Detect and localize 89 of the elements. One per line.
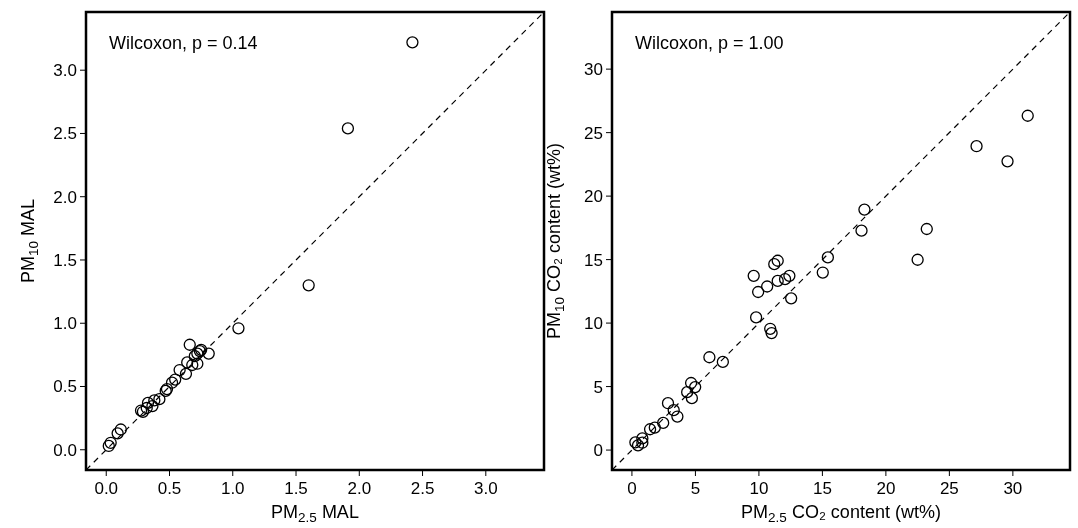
y-tick-label: 1.0	[53, 314, 77, 334]
x-tick-label: 5	[690, 479, 701, 498]
x-tick-label: 25	[939, 479, 959, 498]
point	[816, 266, 829, 279]
point	[703, 351, 716, 364]
point	[752, 285, 765, 299]
x-tick-label: 0	[627, 479, 637, 498]
point	[406, 36, 419, 49]
point	[169, 373, 182, 386]
point	[102, 439, 115, 453]
point	[671, 410, 684, 423]
y-tick-label: 5	[593, 377, 603, 397]
y-tick-label: 1.5	[53, 250, 77, 270]
point	[684, 376, 698, 390]
x-axis-title: PM$_{2.5}$ CO₂ content (wt%)	[741, 502, 941, 525]
point	[302, 279, 315, 292]
point	[202, 347, 215, 360]
point	[661, 397, 675, 410]
point	[771, 274, 784, 288]
annotation: Wilcoxon, p = 1.00	[635, 33, 784, 53]
point	[821, 251, 835, 264]
x-tick-label: 2.0	[347, 479, 372, 498]
y-tick-label: 30	[584, 60, 603, 80]
point	[764, 322, 777, 335]
point	[181, 356, 194, 369]
point	[785, 292, 798, 305]
x-tick-label: 3.0	[473, 479, 498, 498]
y-tick-label: 15	[584, 250, 603, 270]
point	[1021, 109, 1034, 122]
x-tick-label: 0.5	[157, 479, 182, 498]
point	[648, 421, 661, 434]
point	[114, 423, 127, 436]
y-tick-label: 3.0	[53, 61, 77, 81]
point	[111, 427, 124, 440]
point	[140, 401, 153, 415]
point	[747, 269, 760, 283]
point	[183, 338, 196, 351]
x-tick-label: 20	[876, 479, 896, 498]
point	[186, 358, 199, 372]
x-tick-label: 2.5	[410, 479, 435, 498]
point	[765, 326, 778, 340]
point	[920, 222, 933, 236]
point	[768, 258, 781, 271]
x-tick-label: 15	[812, 479, 832, 498]
x-tick-label: 0.0	[94, 479, 119, 498]
point	[685, 391, 699, 405]
point	[855, 224, 868, 237]
point	[657, 416, 670, 430]
point	[165, 376, 179, 389]
point	[141, 396, 155, 410]
x-tick-label: 10	[749, 479, 769, 498]
point	[970, 140, 983, 153]
annotation: Wilcoxon, p = 0.14	[109, 33, 258, 53]
point	[104, 436, 117, 449]
point	[153, 393, 166, 406]
point	[667, 404, 680, 417]
point	[146, 399, 159, 413]
point	[716, 355, 729, 369]
point	[636, 432, 649, 445]
x-axis-title: PM$_{2.5}$ MAL	[271, 502, 359, 525]
point	[179, 367, 193, 380]
x-tick-label: 30	[1003, 479, 1023, 498]
point	[749, 311, 763, 324]
point	[778, 273, 792, 286]
point	[858, 203, 871, 216]
y-tick-label: 25	[584, 123, 603, 143]
point	[643, 423, 657, 436]
y-tick-label: 0	[593, 441, 603, 461]
point	[173, 363, 186, 377]
point	[681, 386, 694, 399]
y-tick-label: 0.5	[53, 377, 77, 397]
point	[911, 253, 924, 266]
x-tick-label: 1.5	[284, 479, 308, 498]
point	[771, 254, 784, 267]
point	[689, 380, 702, 394]
point	[1001, 155, 1014, 168]
point	[783, 269, 796, 283]
point	[636, 436, 649, 449]
point	[191, 357, 204, 370]
y-tick-label: 10	[584, 314, 603, 334]
point	[232, 322, 245, 335]
point	[761, 280, 774, 293]
y-tick-label: 2.5	[53, 124, 77, 144]
y-tick-label: 20	[584, 187, 603, 207]
y-tick-label: 2.0	[53, 187, 77, 207]
x-tick-label: 1.0	[220, 479, 245, 498]
y-tick-label: 0.0	[53, 440, 77, 460]
point	[148, 394, 161, 407]
point	[341, 122, 355, 135]
